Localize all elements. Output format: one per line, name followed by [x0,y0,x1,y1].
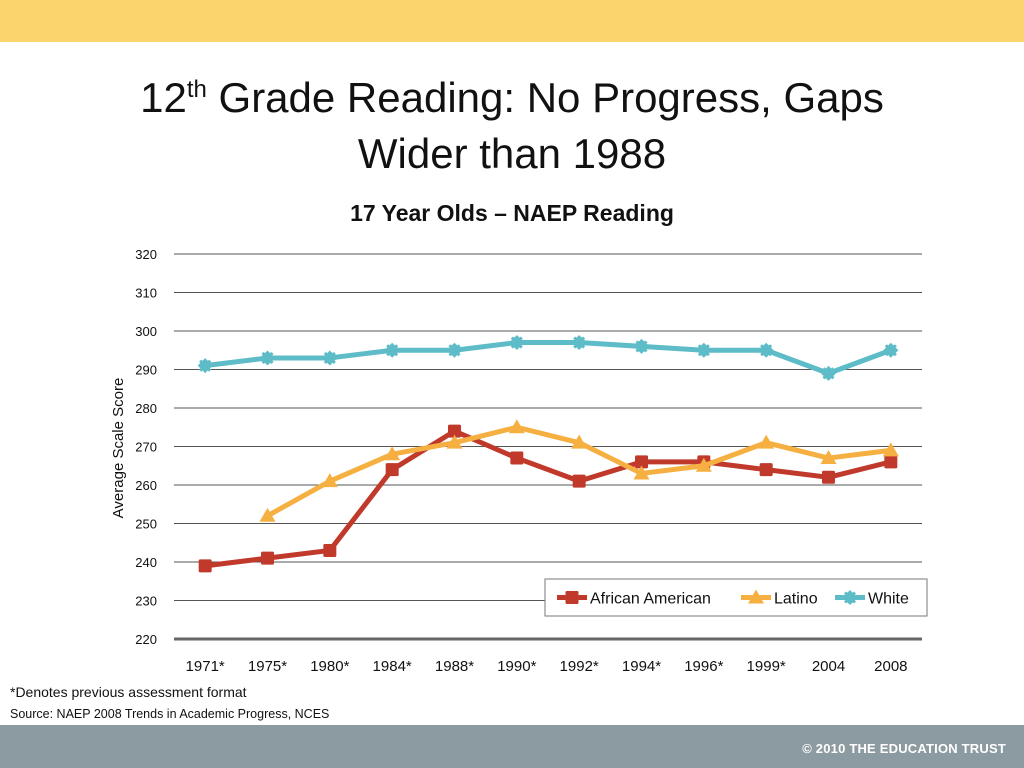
series-line [204,340,892,376]
series-lines [197,335,899,573]
slide-title-line1: 12th Grade Reading: No Progress, Gaps [40,70,984,126]
data-point-marker [323,543,337,557]
legend-entry: White [835,590,909,608]
data-point-marker [384,446,401,461]
data-point-marker [633,465,650,480]
y-tick-label: 220 [135,632,157,647]
data-point-marker [759,463,773,477]
data-point-marker [198,559,212,573]
data-point-marker [821,365,836,381]
data-point-marker [884,455,898,469]
x-tick-label: 1971* [186,658,225,675]
chart-title: 17 Year Olds – NAEP Reading [350,200,674,226]
data-point-marker [385,463,399,477]
data-point-marker [758,434,775,449]
x-tick-labels: 1971* 1975* 1980* 1984* 1988* 1990* 1992* 1994*… [186,658,908,675]
legend-entry: African American [557,591,711,608]
y-tick-label: 280 [135,401,157,416]
data-point-marker [508,419,525,434]
y-tick-label: 270 [135,440,157,455]
data-point-marker [696,342,712,358]
series-african-american [198,424,898,573]
legend: African American Latino White [544,578,928,617]
footnote: *Denotes previous assessment format [10,684,247,700]
data-point-marker [882,442,899,457]
x-tick-label: 1996* [684,658,723,675]
y-axis-label: Average Scale Score [110,378,127,519]
x-tick-label: 1999* [747,658,786,675]
data-point-marker [384,342,400,358]
data-point-marker [322,350,338,366]
data-point-marker [509,335,525,351]
y-tick-label: 300 [135,324,157,339]
slide-title: 12th Grade Reading: No Progress, Gaps Wi… [40,70,984,182]
y-tick-label: 230 [135,594,157,609]
data-point-marker [446,434,463,449]
top-color-band [0,0,1024,42]
data-point-marker [634,338,649,354]
y-tick-label: 250 [135,517,157,532]
data-point-marker [510,451,524,465]
copyright: © 2010 THE EDUCATION TRUST [802,741,1006,756]
x-tick-label: 1984* [373,658,412,675]
x-tick-label: 2004 [812,658,845,675]
x-tick-label: 1994* [622,658,661,675]
data-point-marker [259,507,276,522]
x-tick-label: 1988* [435,658,474,675]
data-point-marker [571,335,587,351]
data-point-marker [695,457,712,472]
data-point-marker [758,342,774,358]
series-latino [259,419,899,522]
title-superscript: th [186,76,207,103]
data-point-marker [822,470,835,484]
x-tick-label: 1992* [560,658,599,675]
y-tick-label: 260 [135,478,157,493]
y-tick-label: 310 [135,286,157,301]
data-point-marker [448,424,461,438]
x-tick-label: 2008 [874,658,907,675]
data-point-marker [635,455,648,469]
gridlines [174,253,922,641]
legend-label: African American [590,591,711,608]
y-tick-label: 240 [135,555,157,570]
data-point-marker [748,589,764,604]
x-tick-label: 1990* [497,658,536,675]
legend-label: White [868,591,909,608]
bottom-color-band [0,725,1024,768]
data-point-marker [571,434,588,449]
legend-label: Latino [774,591,818,608]
source-note: Source: NAEP 2008 Trends in Academic Pro… [10,707,330,721]
x-tick-label: 1975* [248,658,287,675]
slide-title-line2: Wider than 1988 [357,130,667,177]
y-tick-labels: 220 230 240 250 260 270 280 290 300 310 320 [135,247,157,647]
data-point-marker [261,551,274,565]
y-tick-label: 320 [135,247,157,262]
data-point-marker [260,350,275,366]
data-point-marker [565,591,579,604]
y-tick-label: 290 [135,363,157,378]
title-main: 12 [140,74,187,121]
x-tick-label: 1980* [310,658,349,675]
data-point-marker [842,590,858,605]
data-point-marker [572,474,586,488]
legend-entry: Latino [741,589,818,608]
series-line [204,428,892,569]
title-rest: Grade Reading: No Progress, Gaps [206,74,884,121]
data-point-marker [447,342,462,358]
data-point-marker [197,358,213,374]
data-point-marker [820,450,837,465]
data-point-marker [321,473,338,488]
data-point-marker [883,342,899,358]
series-white [197,335,899,381]
